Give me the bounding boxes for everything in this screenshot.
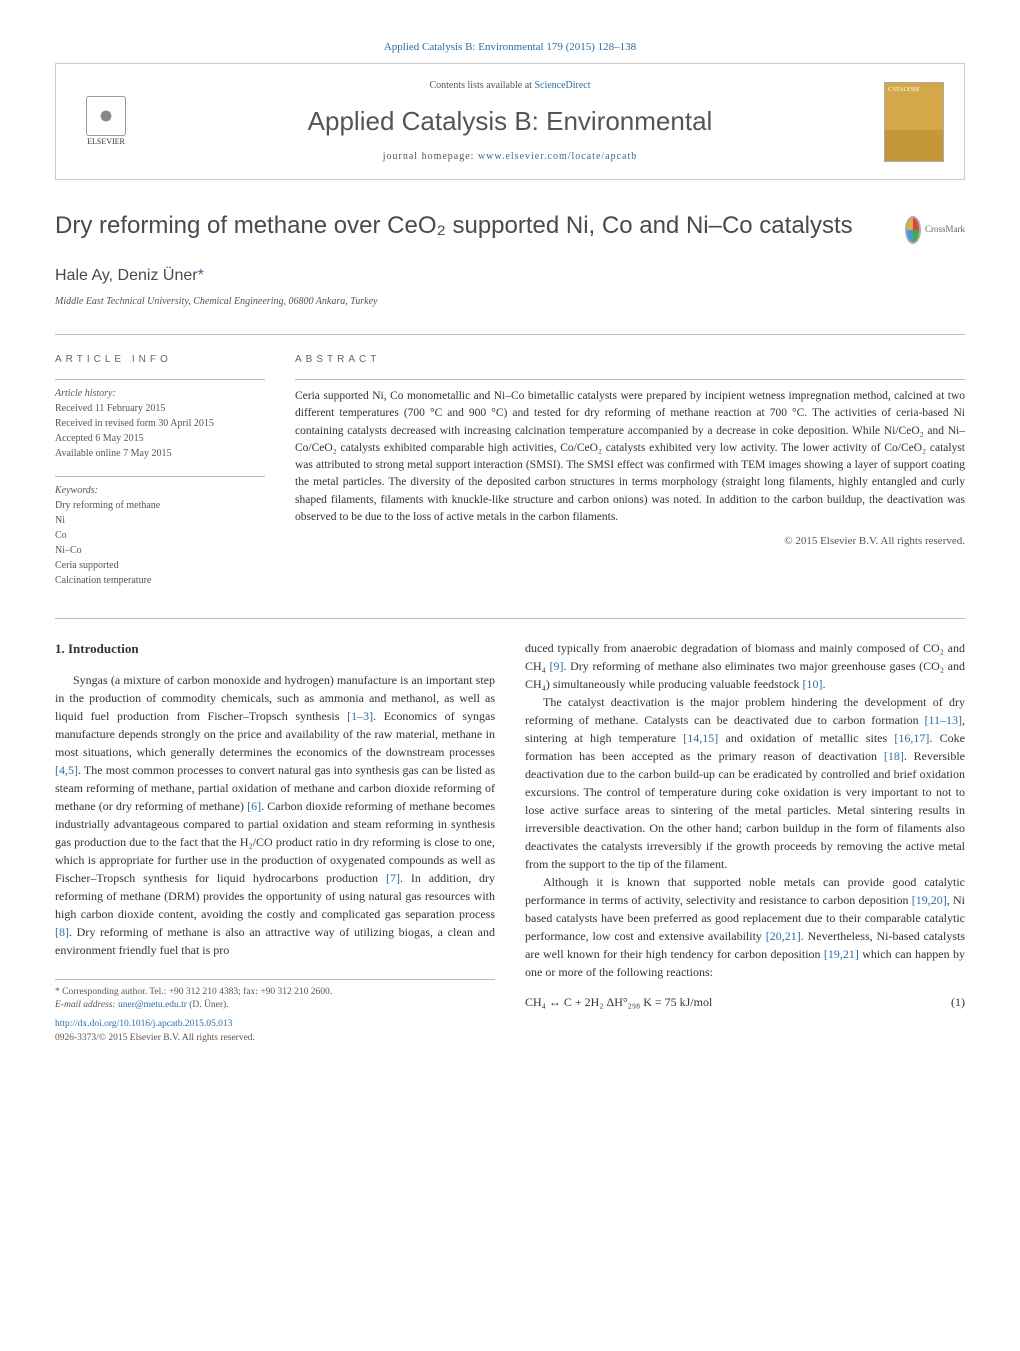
authors: Hale Ay, Deniz Üner* — [55, 265, 965, 287]
doi-link[interactable]: http://dx.doi.org/10.1016/j.apcatb.2015.… — [55, 1019, 232, 1029]
publisher-name: ELSEVIER — [87, 136, 125, 147]
history-label: Article history: — [55, 386, 265, 401]
ref-link[interactable]: [4,5] — [55, 763, 78, 777]
article-title: Dry reforming of methane over CeO₂ suppo… — [55, 210, 905, 241]
section-heading: 1. Introduction — [55, 639, 495, 659]
doi-block: http://dx.doi.org/10.1016/j.apcatb.2015.… — [55, 1018, 495, 1045]
crossmark-badge[interactable]: CrossMark — [905, 210, 965, 250]
journal-citation: Applied Catalysis B: Environmental 179 (… — [55, 40, 965, 55]
crossmark-label: CrossMark — [925, 223, 965, 236]
article-info-column: article info Article history: Received 1… — [55, 353, 265, 588]
paragraph: The catalyst deactivation is the major p… — [525, 693, 965, 873]
keyword: Ni–Co — [55, 543, 265, 558]
abstract-text: Ceria supported Ni, Co monometallic and … — [295, 379, 965, 526]
paragraph: Although it is known that supported nobl… — [525, 873, 965, 981]
history-received: Received 11 February 2015 — [55, 401, 265, 416]
ref-link[interactable]: [1–3] — [347, 709, 373, 723]
corresponding-mark: * — [198, 267, 204, 284]
homepage-prefix: journal homepage: — [383, 151, 478, 162]
homepage-link[interactable]: www.elsevier.com/locate/apcatb — [478, 151, 637, 162]
elsevier-logo: ELSEVIER — [76, 87, 136, 157]
affiliation: Middle East Technical University, Chemic… — [55, 295, 965, 309]
equation-number: (1) — [951, 993, 965, 1011]
equation: CH₄ ↔ C + 2H₂ ΔH°₂₉₈ K = 75 kJ/mol (1) — [525, 993, 965, 1011]
history-online: Available online 7 May 2015 — [55, 446, 265, 461]
keyword: Calcination temperature — [55, 573, 265, 588]
abstract-column: abstract Ceria supported Ni, Co monometa… — [295, 353, 965, 588]
ref-link[interactable]: [20,21] — [766, 929, 801, 943]
journal-header: ELSEVIER Contents lists available at Sci… — [55, 63, 965, 179]
contents-line: Contents lists available at ScienceDirec… — [136, 79, 884, 93]
sciencedirect-link[interactable]: ScienceDirect — [534, 80, 590, 91]
keywords-label: Keywords: — [55, 483, 265, 498]
ref-link[interactable]: [11–13] — [924, 713, 962, 727]
email-suffix: (D. Üner). — [187, 1000, 229, 1010]
paragraph: Syngas (a mixture of carbon monoxide and… — [55, 671, 495, 959]
contents-prefix: Contents lists available at — [429, 80, 534, 91]
elsevier-tree-icon — [86, 96, 126, 136]
history-accepted: Accepted 6 May 2015 — [55, 431, 265, 446]
ref-link[interactable]: [8] — [55, 925, 69, 939]
history-revised: Received in revised form 30 April 2015 — [55, 416, 265, 431]
abstract-copyright: © 2015 Elsevier B.V. All rights reserved… — [295, 534, 965, 549]
ref-link[interactable]: [19,20] — [912, 893, 947, 907]
ref-link[interactable]: [6] — [247, 799, 261, 813]
article-info-label: article info — [55, 353, 265, 367]
abstract-label: abstract — [295, 353, 965, 367]
ref-link[interactable]: [18] — [884, 749, 904, 763]
author-names: Hale Ay, Deniz Üner — [55, 267, 198, 284]
ref-link[interactable]: [16,17] — [894, 731, 929, 745]
keyword: Dry reforming of methane — [55, 498, 265, 513]
corresponding-author-note: * Corresponding author. Tel.: +90 312 21… — [55, 986, 495, 999]
body-text: 1. Introduction Syngas (a mixture of car… — [55, 618, 965, 1045]
ref-link[interactable]: [10] — [802, 677, 822, 691]
ref-link[interactable]: [14,15] — [683, 731, 718, 745]
ref-link[interactable]: [7] — [386, 871, 400, 885]
ref-link[interactable]: [9] — [550, 659, 564, 673]
paragraph-continuation: duced typically from anaerobic degradati… — [525, 639, 965, 693]
crossmark-icon — [905, 216, 921, 244]
keywords-block: Keywords: Dry reforming of methane Ni Co… — [55, 476, 265, 588]
homepage-line: journal homepage: www.elsevier.com/locat… — [136, 150, 884, 164]
footnote-block: * Corresponding author. Tel.: +90 312 21… — [55, 979, 495, 1045]
keyword: Ceria supported — [55, 558, 265, 573]
journal-cover-thumbnail: CATALYSIS — [884, 82, 944, 162]
journal-name: Applied Catalysis B: Environmental — [136, 103, 884, 139]
email-link[interactable]: uner@metu.edu.tr — [118, 1000, 187, 1010]
equation-body: CH₄ ↔ C + 2H₂ ΔH°₂₉₈ K = 75 kJ/mol — [525, 993, 712, 1011]
keyword: Co — [55, 528, 265, 543]
email-line: E-mail address: uner@metu.edu.tr (D. Üne… — [55, 999, 495, 1012]
article-history: Article history: Received 11 February 20… — [55, 379, 265, 461]
ref-link[interactable]: [19,21] — [824, 947, 859, 961]
issn-copyright: 0926-3373/© 2015 Elsevier B.V. All right… — [55, 1032, 495, 1045]
keyword: Ni — [55, 513, 265, 528]
email-label: E-mail address: — [55, 1000, 118, 1010]
